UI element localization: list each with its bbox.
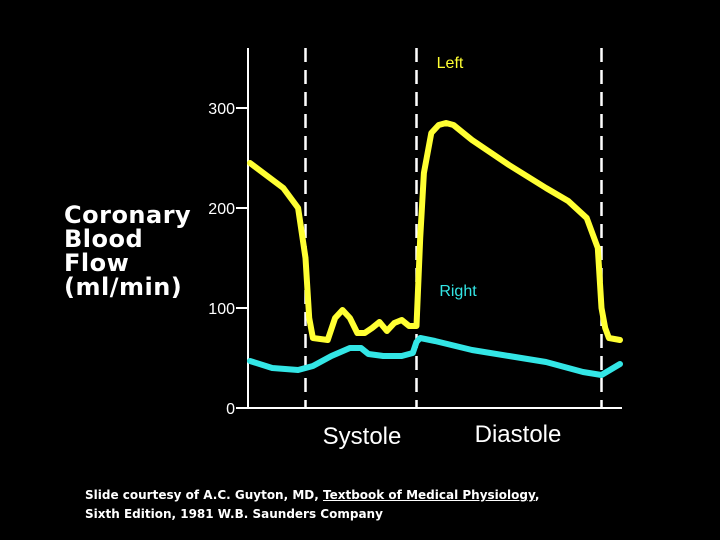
book-title: Textbook of Medical Physiology — [322, 488, 535, 502]
y-tick-label: 100 — [208, 301, 235, 318]
credit-suffix: , — [534, 488, 540, 502]
credit-line-1: Slide courtesy of A.C. Guyton, MD, Textb… — [85, 486, 539, 505]
left-ventricle-series-line — [247, 120, 623, 343]
y-axis-label-line: Blood — [64, 225, 144, 253]
right-series-label: Right — [439, 283, 477, 300]
y-axis-label-line: Coronary — [64, 201, 192, 229]
right-ventricle-series-line — [247, 335, 623, 378]
diastole-label: Diastole — [475, 421, 562, 448]
y-axis-label-line: Flow — [64, 249, 130, 277]
y-tick-label: 300 — [208, 101, 235, 118]
credit-prefix: Slide courtesy of A.C. Guyton, MD, — [85, 488, 323, 502]
y-tick-label: 200 — [208, 201, 235, 218]
left-series-label: Left — [437, 55, 464, 72]
systole-label: Systole — [323, 423, 402, 450]
credit-line-2: Sixth Edition, 1981 W.B. Saunders Compan… — [85, 507, 383, 521]
slide-credit: Slide courtesy of A.C. Guyton, MD, Textb… — [85, 486, 539, 524]
y-axis-label: Coronary Blood Flow (ml/min) — [64, 203, 191, 299]
y-tick-label: 0 — [226, 401, 235, 418]
y-axis-label-line: (ml/min) — [64, 273, 183, 301]
